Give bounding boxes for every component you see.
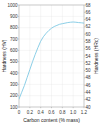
grid-line-y [19, 50, 84, 51]
y-tick [18, 95, 19, 96]
x-tick-label: 0.6 [48, 110, 55, 115]
y2-tick-label: 64 [86, 17, 92, 22]
grid-line-x [62, 5, 63, 107]
y2-axis-label: Hardness (HRc) [93, 38, 99, 74]
x-tick-label: 0.4 [38, 110, 45, 115]
y2-tick-label: 58 [86, 39, 92, 44]
x-tick-label: 1.2 [81, 110, 88, 115]
y2-tick-label: 60 [86, 32, 92, 37]
y2-tick-label: 54 [86, 54, 92, 59]
grid-line-x [73, 5, 74, 107]
x-tick-label: 0 [18, 110, 21, 115]
y-tick [18, 27, 19, 28]
y-tick [18, 5, 19, 6]
plot-area [19, 22, 84, 99]
y-tick [18, 16, 19, 17]
x-tick [19, 107, 20, 108]
y-tick-label: 1000 [7, 3, 18, 8]
y-tick-label: 500 [10, 59, 18, 64]
y-tick [18, 50, 19, 51]
y2-tick-label: 50 [86, 68, 92, 73]
y-axis-label: Hardness (HV) [1, 39, 7, 72]
y-tick-label: 200 [10, 93, 18, 98]
x-tick-label: 0.2 [27, 110, 34, 115]
y-tick [18, 107, 19, 108]
grid-line-y [19, 61, 84, 62]
axes: 0 0.2 0.40.6 0.8 1.0 1.2 100 200 300 400 500 600 700… [7, 3, 91, 115]
x-tick-label: 0.8 [59, 110, 66, 115]
grid-line-y [19, 84, 84, 85]
y-tick [18, 73, 19, 74]
grid-line-x [29, 5, 30, 107]
x-tick [73, 107, 74, 108]
grid-line-x [40, 5, 41, 107]
y-tick-label: 400 [10, 71, 18, 76]
grid-line-y [19, 95, 84, 96]
y2-tick-label: 66 [86, 10, 92, 15]
grid [19, 5, 84, 107]
y-tick-label: 800 [10, 25, 18, 30]
x-tick [29, 107, 30, 108]
x-tick [84, 107, 85, 108]
y-tick-label: 300 [10, 82, 18, 87]
y2-tick-label: 68 [86, 3, 92, 8]
y-tick-label: 900 [10, 14, 18, 19]
page: {"chart_data": {"type": "line", "xlabel"… [0, 0, 100, 125]
y-tick-label: 600 [10, 48, 18, 53]
y2-tick-label: 42 [86, 97, 92, 102]
y2-tick-label: 40 [86, 105, 92, 110]
y-tick-label: 700 [10, 37, 18, 42]
y2-tick-label: 46 [86, 83, 92, 88]
y-tick [18, 84, 19, 85]
curve [19, 22, 84, 99]
y-tick [18, 39, 19, 40]
y2-tick-label: 48 [86, 75, 92, 80]
x-tick [62, 107, 63, 108]
y2-tick-label: 62 [86, 24, 92, 29]
y2-tick-label: 44 [86, 90, 92, 95]
x-tick [51, 107, 52, 108]
chart: 0 0.2 0.40.6 0.8 1.0 1.2 100 200 300 400 500 600 700… [0, 0, 100, 125]
grid-line-y [19, 16, 84, 17]
x-tick [40, 107, 41, 108]
y-tick [18, 61, 19, 62]
x-axis-label: Carbon content (% mass) [23, 117, 80, 123]
plot-frame [19, 5, 84, 107]
y-tick-label: 100 [10, 105, 18, 110]
y2-tick-label: 52 [86, 61, 92, 66]
grid-line-y [19, 39, 84, 40]
x-tick-label: 1.0 [70, 110, 77, 115]
y2-tick-label: 56 [86, 46, 92, 51]
grid-line-x [51, 5, 52, 107]
